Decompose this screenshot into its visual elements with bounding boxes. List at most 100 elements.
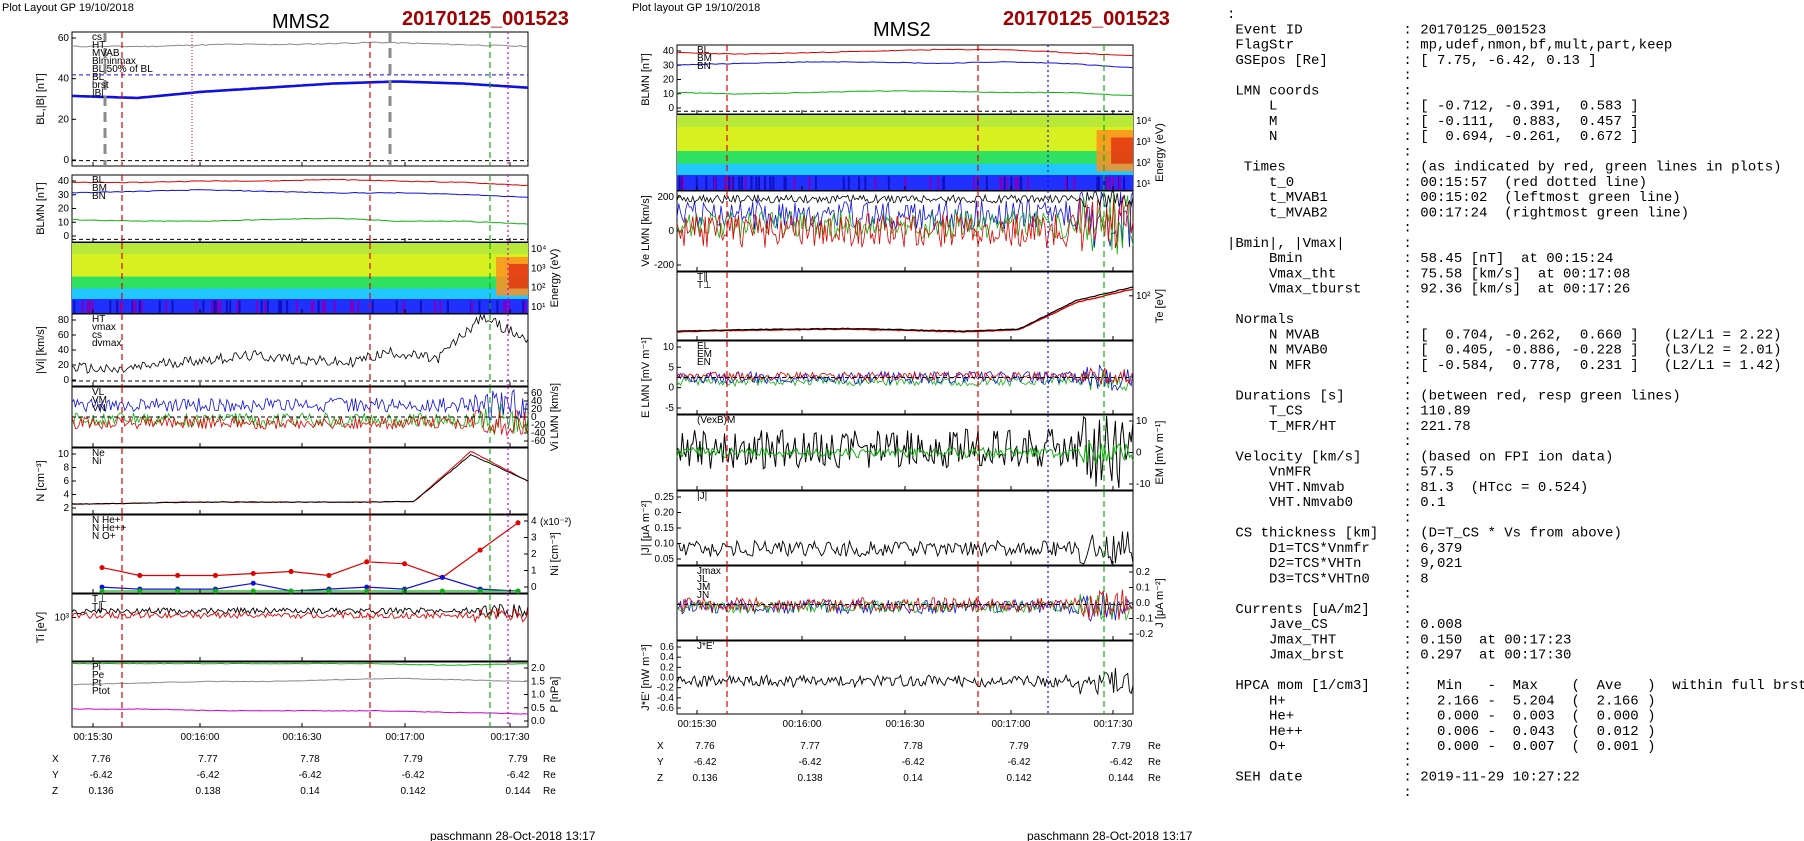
legend-entry: T∥ [92, 602, 103, 613]
spectrogram-streak [402, 300, 405, 313]
spectrogram-streak [1103, 176, 1106, 190]
species-density-point [477, 588, 483, 594]
middle-plot-event: 20170125_001523 [1003, 8, 1170, 30]
spectrogram-streak [317, 300, 320, 313]
info-line: He++ : 0.006 - 0.043 ( 0.012 ) [1227, 724, 1655, 740]
y-tick-label: 0.20 [655, 508, 675, 519]
left-panel-8: 10³ Ti [eV] T⊥T∥ [35, 593, 529, 662]
data-series-line [677, 61, 1134, 69]
legend-entry: JL [697, 574, 708, 585]
spectrogram-streak [219, 300, 222, 313]
pos-value: -6.42 [902, 757, 925, 768]
spectrogram-streak [91, 300, 94, 313]
y-axis-label: E LMN [mV m⁻¹] [640, 337, 652, 418]
spectrogram-streak [86, 300, 89, 313]
y-axis-label: |Vi| [km/s] [35, 326, 47, 374]
noisy-series-line [676, 364, 1134, 391]
noisy-series-line [71, 409, 529, 437]
spectrogram-streak [132, 300, 135, 313]
pos-value: -6.42 [1008, 757, 1031, 768]
info-line: Event ID : 20170125_001523 [1227, 22, 1546, 38]
info-line: D3=TCS*VHTn0 : 8 [1227, 571, 1429, 587]
panel-frame [71, 313, 529, 387]
info-line: : [1227, 297, 1412, 313]
spectrogram-band [677, 161, 1133, 175]
spectrogram-streak [755, 176, 758, 190]
pos-value: 0.14 [300, 786, 320, 797]
data-series-line [71, 189, 529, 198]
spectrogram-streak [740, 176, 743, 190]
species-density-point [364, 559, 370, 565]
spectrogram-band [677, 115, 1133, 127]
pos-value: -6.42 [694, 757, 717, 768]
info-line: D1=TCS*Vnmfr : 6,379 [1227, 541, 1462, 557]
info-line: Vmax_tburst : 92.36 [km/s] at 00:17:26 [1227, 282, 1630, 298]
panel-frame [676, 44, 1134, 115]
pos-value: 0.136 [692, 773, 717, 784]
y-tick-label: 30 [663, 60, 675, 71]
y-tick-label: 0.15 [655, 523, 675, 534]
y-tick-label: 0.1 [1136, 583, 1150, 594]
info-line: : [1227, 434, 1412, 450]
y-tick-label: 60 [58, 330, 70, 341]
y-tick-label: 10⁴ [531, 244, 546, 255]
pos-row-label: Y [657, 757, 664, 768]
pos-value: -6.42 [799, 757, 822, 768]
info-line: Vmax_tht : 75.58 [km/s] at 00:17:08 [1227, 266, 1630, 282]
legend-entry: BL [92, 175, 105, 186]
pos-unit: Re [1148, 741, 1161, 752]
x-tick-label: 00:17:30 [491, 732, 530, 743]
species-density-point [439, 588, 445, 594]
y-tick-label: 0 [1136, 448, 1142, 459]
noisy-series-line [71, 388, 529, 421]
legend-entry: dvmax [92, 338, 121, 349]
species-density-line [101, 522, 519, 579]
spectrogram-streak [478, 300, 481, 313]
y-axis-label: Ti [eV] [35, 612, 47, 643]
info-line: : [1227, 754, 1412, 770]
y-tick-label: -10 [1136, 479, 1151, 490]
spectrogram-streak [1027, 176, 1030, 190]
pos-value: -6.42 [507, 770, 530, 781]
spectrogram-band [72, 253, 528, 277]
spectrogram-streak [1096, 176, 1099, 190]
y-tick-label: 40 [531, 396, 543, 407]
info-line: T_CS : 110.89 [1227, 404, 1471, 420]
left-footer: paschmann 28-Oct-2018 13:17 [430, 829, 596, 841]
y-tick-label: 40 [58, 345, 70, 356]
spectrogram-streak [724, 176, 727, 190]
panel-frame [71, 593, 529, 662]
spectrogram-streak [439, 300, 442, 313]
spectrogram-streak [1003, 176, 1006, 190]
y-tick-label: 10³ [531, 263, 546, 274]
legend-entry: Ptot [92, 686, 110, 697]
noisy-series-line [676, 191, 1134, 208]
y-tick-label: 6 [63, 476, 69, 487]
pos-unit: Re [1148, 773, 1161, 784]
species-density-point [402, 561, 408, 567]
spectrogram-streak [266, 300, 269, 313]
spectrogram-streak [81, 300, 84, 313]
species-density-point [364, 588, 370, 594]
spectrogram-streak [728, 176, 731, 190]
info-line: D2=TCS*VHTn : 9,021 [1227, 556, 1462, 572]
info-line: Durations [s] : (between red, resp green… [1227, 388, 1681, 404]
spectrogram-streak [158, 300, 161, 313]
spectrogram-streak [904, 176, 907, 190]
pos-value: 0.144 [1108, 773, 1133, 784]
y-tick-label: 0.4 [660, 652, 674, 663]
y-tick-label: 4 [63, 490, 69, 501]
data-series-line [677, 90, 1134, 97]
legend-entry: T⊥ [92, 594, 107, 605]
spectrogram-streak [395, 300, 398, 313]
info-line: Velocity [km/s] : (based on FPI ion data… [1227, 449, 1613, 465]
y-tick-label: 1 [531, 566, 537, 577]
species-density-point [477, 547, 483, 553]
